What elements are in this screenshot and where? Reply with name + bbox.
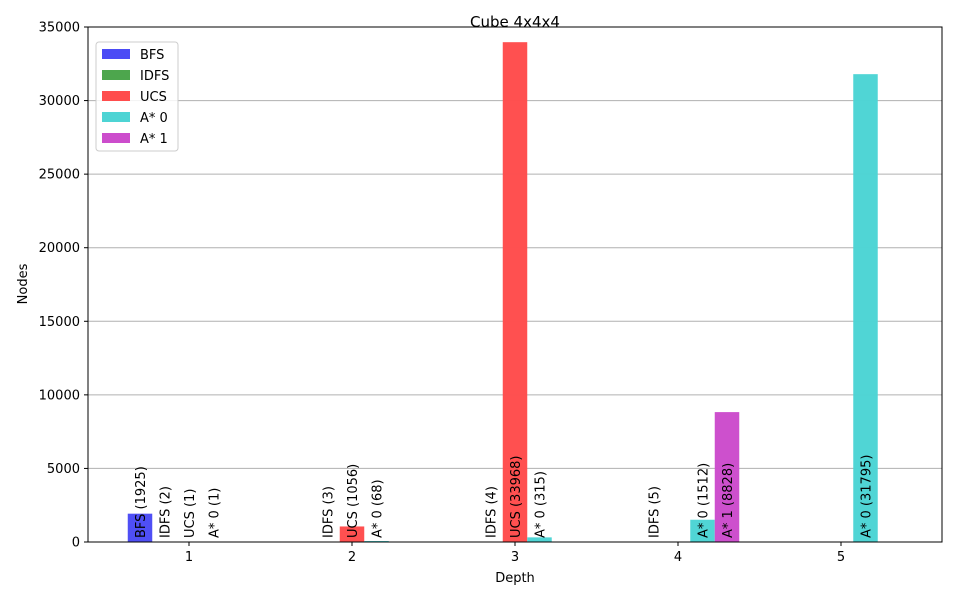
bar-ucs-3 <box>502 42 528 542</box>
x-tick-label: 3 <box>511 550 519 565</box>
y-tick-label: 35000 <box>39 21 80 36</box>
bar-label: A* 0 (1512) <box>697 463 712 538</box>
bar-a0-2 <box>364 540 389 542</box>
bar-label: IDFS (4) <box>485 486 500 538</box>
y-tick-label: 10000 <box>39 388 80 403</box>
x-axis-label: Depth <box>495 571 535 586</box>
bar-label: IDFS (3) <box>322 486 337 538</box>
legend-label: IDFS <box>140 69 169 84</box>
legend-swatch <box>102 70 130 80</box>
legend-box <box>95 41 179 152</box>
bar-a1-4 <box>714 412 740 542</box>
y-axis: 0 5000 10000 15000 20000 25000 30000 35000 <box>39 21 88 551</box>
legend-swatch <box>102 112 130 122</box>
bar-bfs-1 <box>127 513 153 542</box>
y-tick-label: 15000 <box>39 315 80 330</box>
bar-label: IDFS (2) <box>159 486 174 538</box>
x-axis: 1 2 3 4 5 <box>185 542 845 565</box>
bar-label: A* 0 (68) <box>371 479 386 538</box>
legend-swatch <box>102 91 130 101</box>
legend-label: A* 0 <box>140 111 168 126</box>
bar-a0-3 <box>527 537 552 542</box>
legend: BFS IDFS UCS A* 0 A* 1 <box>95 41 179 152</box>
y-tick-label: 25000 <box>39 168 80 183</box>
y-tick-label: 20000 <box>39 241 80 256</box>
x-tick-label: 1 <box>185 550 193 565</box>
bar-label: A* 0 (31795) <box>860 455 875 538</box>
bar-label: UCS (1056) <box>346 464 361 538</box>
y-tick-label: 5000 <box>47 462 80 477</box>
chart-title: Cube 4x4x4 <box>470 13 560 31</box>
bar-label: BFS (1925) <box>134 466 149 538</box>
bar-ucs-2 <box>339 526 365 542</box>
y-axis-label: Nodes <box>16 263 31 304</box>
bar-label: A* 0 (1) <box>208 488 223 538</box>
x-tick-label: 5 <box>837 550 845 565</box>
y-tick-label: 30000 <box>39 94 80 109</box>
legend-swatch <box>102 49 130 59</box>
bar-label: A* 1 (8828) <box>721 463 736 538</box>
x-tick-label: 4 <box>674 550 682 565</box>
bar-label: UCS (1) <box>183 489 198 538</box>
y-tick-label: 0 <box>72 536 80 551</box>
legend-label: UCS <box>140 90 167 105</box>
bar-label: A* 0 (315) <box>534 471 549 538</box>
legend-label: A* 1 <box>140 132 168 147</box>
legend-swatch <box>102 133 130 143</box>
bar-a0-4 <box>690 519 715 542</box>
bar-label: IDFS (5) <box>648 486 663 538</box>
legend-label: BFS <box>140 48 164 63</box>
bars <box>127 42 878 542</box>
bar-a0-5 <box>853 74 878 542</box>
bar-labels: BFS (1925) IDFS (2) UCS (1) A* 0 (1) IDFS (3… <box>134 455 875 538</box>
x-tick-label: 2 <box>348 550 356 565</box>
bar-label: UCS (33968) <box>509 456 524 538</box>
